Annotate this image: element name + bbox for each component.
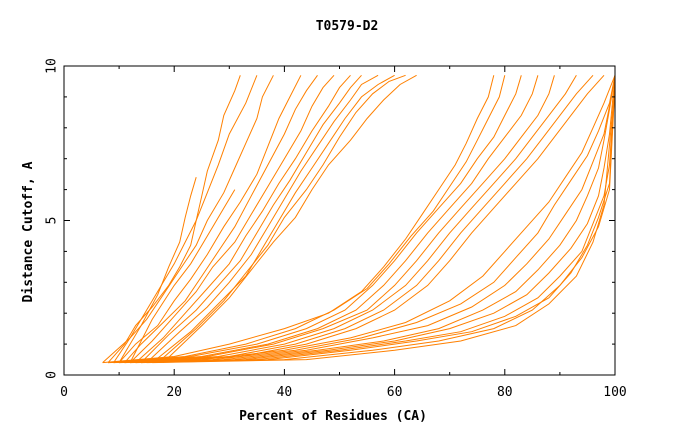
series-line-3 — [113, 75, 274, 363]
x-tick-label: 100 — [603, 385, 626, 400]
series-line-20 — [130, 75, 577, 364]
series-line-4 — [118, 75, 302, 363]
x-tick-label: 20 — [166, 385, 182, 400]
x-tick-label: 40 — [277, 385, 293, 400]
series-line-15 — [102, 75, 495, 364]
series-line-18 — [119, 75, 539, 364]
series-line-29 — [141, 81, 616, 364]
x-tick-label: 0 — [60, 385, 68, 400]
series-line-1 — [102, 75, 241, 363]
series-line-14 — [129, 189, 236, 363]
series-line-5 — [124, 75, 318, 363]
series-line-11 — [157, 74, 406, 363]
series-line-31 — [152, 84, 616, 364]
x-axis: 0 20 40 60 80 100 — [60, 66, 627, 400]
series-line-2 — [107, 75, 258, 363]
x-axis-label: Percent of Residues (CA) — [239, 409, 427, 424]
series-line-28 — [135, 81, 616, 364]
x-tick-label: 60 — [387, 385, 403, 400]
series-line-25 — [119, 75, 616, 364]
series-lines — [102, 74, 616, 364]
y-axis-label: Distance Cutoff, A — [21, 161, 36, 302]
series-line-19 — [124, 75, 555, 364]
y-tick-label: 10 — [45, 58, 60, 74]
series-line-21 — [135, 74, 594, 364]
series-line-30 — [146, 84, 616, 364]
series-line-8 — [140, 74, 362, 363]
chart-title: T0579-D2 — [316, 19, 379, 34]
series-line-26 — [124, 75, 616, 364]
series-line-9 — [146, 74, 379, 363]
y-tick-label: 0 — [45, 371, 60, 379]
series-line-24 — [113, 75, 616, 364]
series-line-13 — [118, 177, 197, 363]
series-line-22 — [141, 74, 605, 364]
y-tick-label: 5 — [45, 217, 60, 225]
series-line-7 — [135, 74, 351, 363]
series-line-23 — [108, 75, 616, 364]
x-tick-label: 80 — [497, 385, 513, 400]
series-line-27 — [130, 75, 616, 364]
series-line-6 — [129, 74, 335, 363]
series-line-12 — [162, 74, 417, 363]
series-line-16 — [108, 75, 506, 364]
series-line-10 — [151, 74, 395, 363]
y-axis: 0 5 10 — [45, 58, 615, 379]
series-line-17 — [113, 75, 522, 364]
